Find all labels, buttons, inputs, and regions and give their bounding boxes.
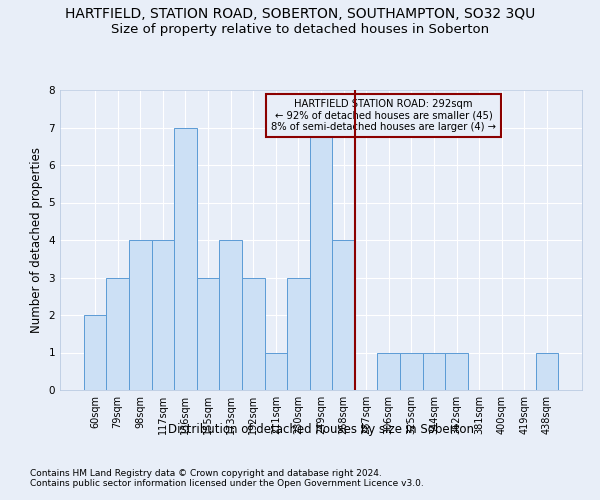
Bar — [152, 240, 174, 390]
Bar — [400, 352, 422, 390]
Bar — [445, 352, 468, 390]
Text: Distribution of detached houses by size in Soberton: Distribution of detached houses by size … — [168, 422, 474, 436]
Bar — [332, 240, 355, 390]
Bar — [197, 278, 220, 390]
Bar — [422, 352, 445, 390]
Bar — [287, 278, 310, 390]
Bar — [84, 315, 106, 390]
Text: HARTFIELD, STATION ROAD, SOBERTON, SOUTHAMPTON, SO32 3QU: HARTFIELD, STATION ROAD, SOBERTON, SOUTH… — [65, 8, 535, 22]
Bar — [220, 240, 242, 390]
Bar — [265, 352, 287, 390]
Text: Contains HM Land Registry data © Crown copyright and database right 2024.: Contains HM Land Registry data © Crown c… — [30, 468, 382, 477]
Bar — [174, 128, 197, 390]
Bar — [536, 352, 558, 390]
Bar — [106, 278, 129, 390]
Text: Contains public sector information licensed under the Open Government Licence v3: Contains public sector information licen… — [30, 478, 424, 488]
Bar — [242, 278, 265, 390]
Y-axis label: Number of detached properties: Number of detached properties — [30, 147, 43, 333]
Bar — [129, 240, 152, 390]
Text: HARTFIELD STATION ROAD: 292sqm
← 92% of detached houses are smaller (45)
8% of s: HARTFIELD STATION ROAD: 292sqm ← 92% of … — [271, 99, 496, 132]
Text: Size of property relative to detached houses in Soberton: Size of property relative to detached ho… — [111, 22, 489, 36]
Bar — [310, 128, 332, 390]
Bar — [377, 352, 400, 390]
